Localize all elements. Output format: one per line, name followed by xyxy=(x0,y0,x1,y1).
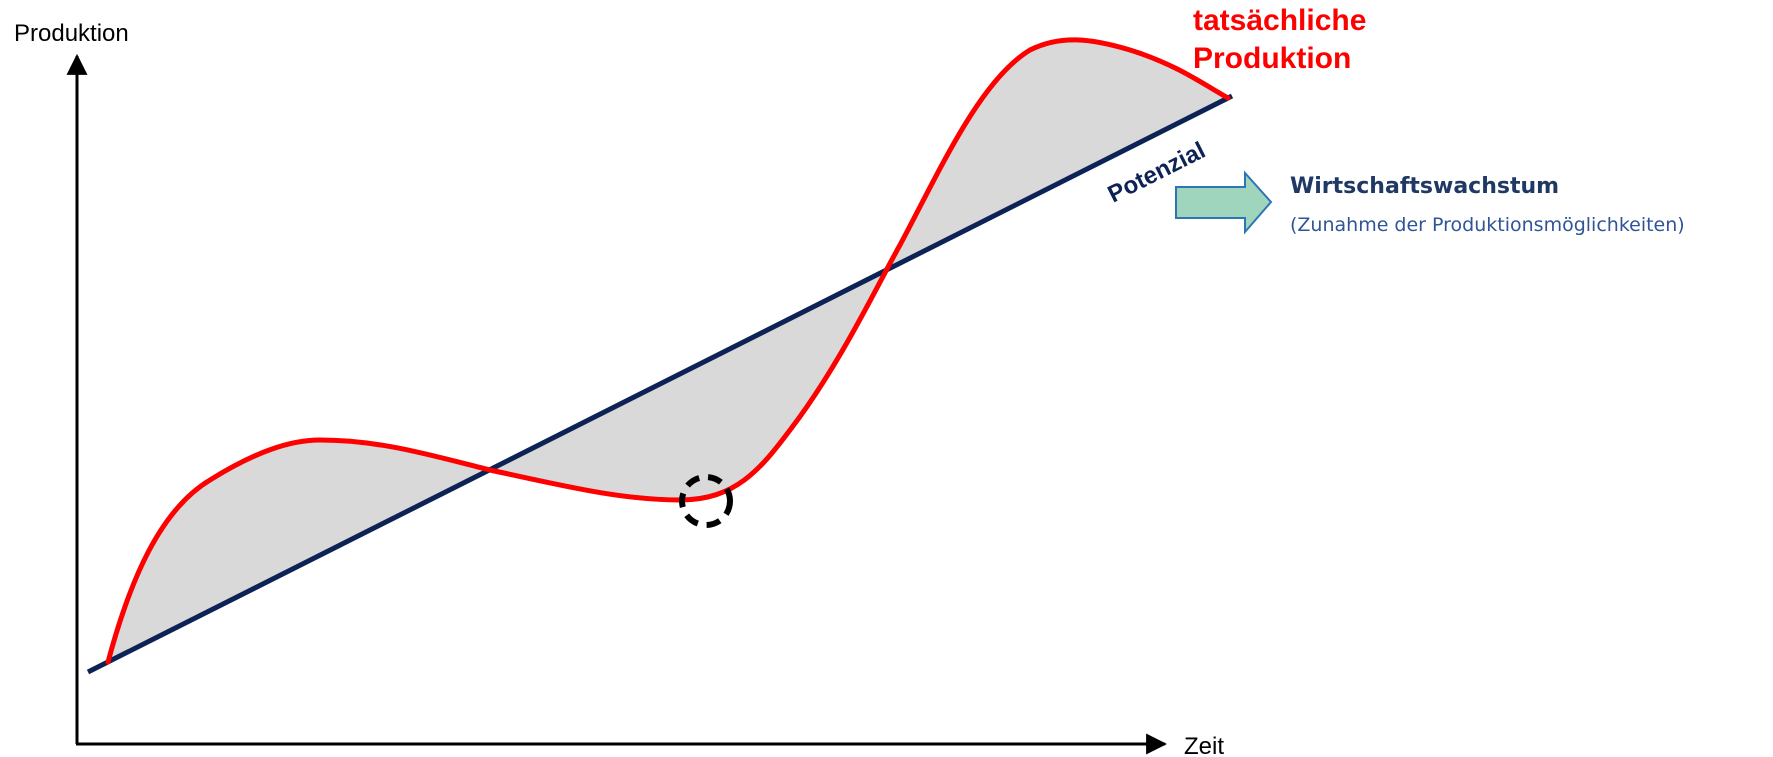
actual-production-label-line1: tatsächliche xyxy=(1193,4,1366,37)
potential-line xyxy=(86,93,1234,675)
trough-marker xyxy=(679,474,733,528)
callout-subtitle: (Zunahme der Produktionsmöglichkeiten) xyxy=(1290,214,1685,236)
callout-title: Wirtschaftswachstum xyxy=(1290,174,1559,199)
actual-production-curve xyxy=(105,37,1231,665)
growth-arrow-icon xyxy=(1175,170,1273,235)
y-axis-label: Produktion xyxy=(14,20,129,47)
actual-production-label: tatsächliche Produktion xyxy=(1193,4,1375,75)
output-gap-area xyxy=(88,39,1228,673)
actual-production-label-line2: Produktion xyxy=(1193,42,1351,75)
x-axis-label: Zeit xyxy=(1184,733,1224,757)
